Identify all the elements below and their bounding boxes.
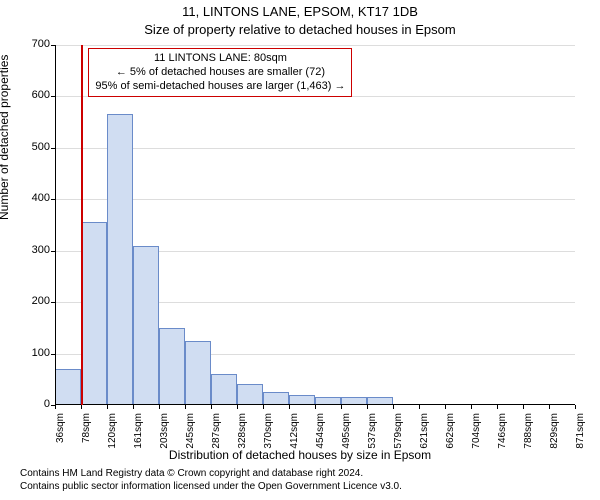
y-tick-label: 500 bbox=[20, 141, 50, 153]
y-axis-label: Number of detached properties bbox=[0, 55, 11, 220]
annotation-line-3: 95% of semi-detached houses are larger (… bbox=[95, 80, 345, 94]
y-tick-label: 100 bbox=[20, 347, 50, 359]
y-tick-label: 200 bbox=[20, 295, 50, 307]
y-tick-label: 300 bbox=[20, 244, 50, 256]
annotation-line-1: 11 LINTONS LANE: 80sqm bbox=[95, 52, 345, 66]
y-tick-label: 400 bbox=[20, 192, 50, 204]
title-line-2: Size of property relative to detached ho… bbox=[0, 22, 600, 37]
x-axis-label: Distribution of detached houses by size … bbox=[0, 448, 600, 462]
plot-area bbox=[55, 45, 575, 405]
annotation-box: 11 LINTONS LANE: 80sqm ← 5% of detached … bbox=[88, 48, 352, 97]
annotation-line-2: ← 5% of detached houses are smaller (72) bbox=[95, 66, 345, 80]
y-tick-label: 0 bbox=[20, 398, 50, 410]
title-line-1: 11, LINTONS LANE, EPSOM, KT17 1DB bbox=[0, 4, 600, 19]
footer-line-2: Contains public sector information licen… bbox=[20, 480, 402, 493]
footer-line-1: Contains HM Land Registry data © Crown c… bbox=[20, 467, 363, 480]
y-tick-label: 700 bbox=[20, 38, 50, 50]
property-marker-line bbox=[81, 45, 83, 405]
y-tick-label: 600 bbox=[20, 89, 50, 101]
